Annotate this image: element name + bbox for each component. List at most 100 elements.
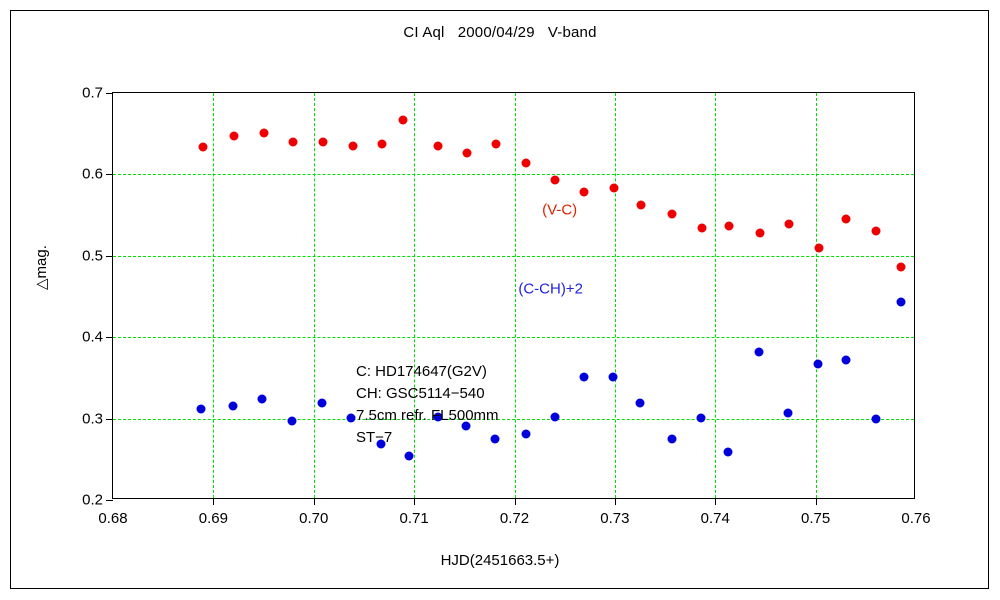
outer-border [10,10,989,589]
data-point [198,142,208,152]
data-point [433,141,443,150]
data-point [579,372,589,382]
gridline-vertical [514,93,516,498]
x-tick-label: 0.68 [98,510,128,527]
gridline-vertical [213,93,215,498]
data-point [228,401,238,411]
x-tick-mark [514,498,516,505]
data-point [841,355,851,365]
data-point [814,243,824,253]
data-point [896,297,906,307]
data-point [257,394,267,404]
y-tick-label: 0.3 [82,410,103,428]
gridline-vertical [715,93,717,498]
data-point [723,447,733,457]
data-point [462,148,472,158]
x-tick-mark [414,498,416,505]
gridline-horizontal [113,255,914,257]
annotation-line: 7.5cm refr. FL500mm [356,407,499,424]
data-point [521,158,531,168]
gridline-horizontal [113,418,914,420]
data-point [550,175,560,185]
gridline-vertical [614,93,616,498]
y-tick-mark [106,337,113,339]
x-tick-mark [815,498,817,505]
y-tick-label: 0.7 [82,84,103,102]
y-tick-label: 0.6 [82,165,103,183]
data-point [550,412,560,422]
data-point [288,137,298,147]
gridline-vertical [815,93,817,498]
data-point [461,421,471,431]
data-point [783,408,793,418]
annotation-line: CH: GSC5114−540 [356,385,485,402]
data-point [398,115,408,125]
data-point [636,200,646,210]
data-point [813,359,823,369]
chart-title: CI Aql 2000/04/29 V-band [403,24,597,41]
x-tick-label: 0.72 [499,510,530,527]
data-point [346,413,356,423]
gridline-horizontal [113,337,914,339]
gridline-vertical [313,93,315,498]
data-point [608,372,618,382]
data-point [376,439,386,449]
data-point [579,187,589,197]
data-point [871,226,881,236]
data-point [696,413,706,423]
plot-area: 0.2 0.3 0.4 0.5 0.6 0.7 0.68 0.69 0.70 0.71 0.72 0… [82,85,930,528]
data-point [667,209,677,219]
x-tick-label: 0.73 [600,510,630,527]
data-point [196,404,206,414]
x-tick-mark [213,498,215,505]
x-tick-label: 0.76 [901,510,931,527]
data-point [754,347,764,357]
y-tick-mark [106,255,113,257]
y-tick-label: 0.4 [82,328,103,346]
data-point [287,416,297,426]
x-tick-label: 0.74 [700,510,730,527]
y-tick-label: 0.5 [82,247,103,265]
data-point [259,128,269,138]
data-point [841,214,851,224]
data-point [521,429,531,439]
y-tick-mark [106,418,113,420]
data-point [755,228,765,238]
data-point [635,398,645,408]
x-tick-label: 0.71 [399,510,429,527]
series-label: (V-C) [542,201,578,219]
annotation-line: C: HD174647(G2V) [356,363,487,380]
data-point [348,141,358,150]
data-point [697,223,707,233]
y-tick-label: 0.2 [82,491,103,509]
x-axis-title: HJD(2451663.5+) [440,552,560,569]
data-point [724,221,734,231]
y-tick-mark [106,500,113,501]
data-point [318,137,328,147]
x-tick-label: 0.70 [299,510,329,527]
data-point [229,131,239,141]
x-tick-label: 0.75 [801,510,831,527]
x-tick-label: 0.69 [198,510,228,527]
x-tick-mark [715,498,717,505]
data-point [490,434,500,444]
series-label: (C-CH)+2 [518,280,583,298]
y-tick-mark [106,174,113,176]
gridline-horizontal [113,174,914,176]
data-point [377,139,387,149]
observation-annotations: C: HD174647(G2V) CH: GSC5114−540 7.5cm ref… [356,361,499,449]
data-point [871,414,881,424]
annotation-line: ST−7 [356,429,393,446]
data-point [667,434,677,444]
data-point [433,412,443,422]
data-point [784,219,794,229]
data-point [317,398,327,408]
data-point [896,262,906,272]
y-tick-mark [106,93,113,94]
x-tick-mark [313,498,315,505]
data-point [491,139,501,149]
x-tick-mark [614,498,616,505]
gridline-vertical [414,93,416,498]
data-point [404,451,414,461]
